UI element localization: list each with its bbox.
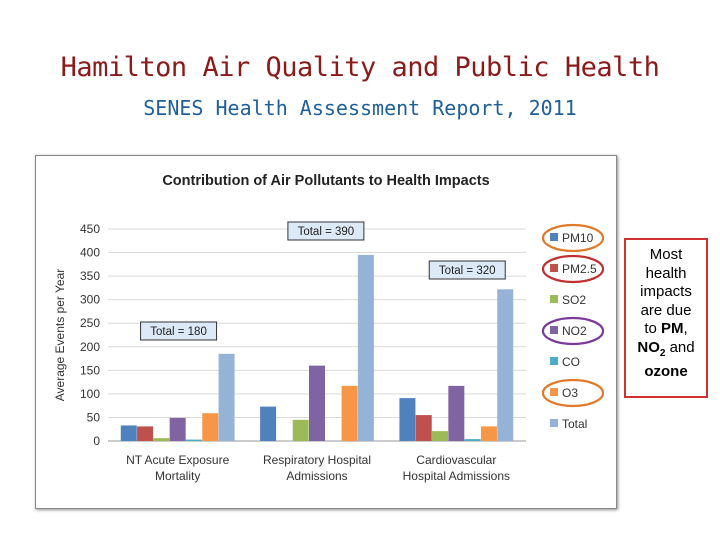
x-tick-label: Respiratory Hospital bbox=[263, 453, 371, 467]
y-tick-label: 150 bbox=[80, 363, 100, 377]
chart-frame: Contribution of Air Pollutants to Health… bbox=[35, 155, 617, 509]
bar-o3 bbox=[202, 413, 219, 441]
legend-label: Total bbox=[562, 417, 587, 431]
legend-label: O3 bbox=[562, 386, 578, 400]
bar-no2 bbox=[448, 385, 465, 441]
x-tick-label: NT Acute Exposure bbox=[126, 453, 229, 467]
total-annotation: Total = 320 bbox=[439, 265, 496, 277]
note-line: NO2 and bbox=[626, 339, 706, 364]
y-tick-label: 0 bbox=[93, 434, 100, 448]
bar-pm25 bbox=[415, 415, 432, 441]
bar-so2 bbox=[292, 419, 309, 441]
note-subscript: 2 bbox=[659, 347, 666, 359]
bar-total bbox=[497, 289, 514, 441]
total-annotation-box bbox=[140, 321, 218, 341]
legend-highlight-ellipse bbox=[541, 254, 605, 284]
y-tick-label: 200 bbox=[80, 340, 100, 354]
x-tick-label: Mortality bbox=[155, 469, 200, 483]
bar-pm10 bbox=[260, 406, 277, 441]
note-line: impacts bbox=[640, 283, 692, 300]
legend-highlight-ellipse bbox=[541, 378, 605, 408]
bar-co bbox=[464, 439, 481, 441]
y-tick-label: 100 bbox=[80, 387, 100, 401]
bar-total bbox=[218, 353, 235, 441]
y-tick-label: 400 bbox=[80, 246, 100, 260]
y-axis-label: Average Events per Year bbox=[53, 269, 67, 402]
bar-no2 bbox=[309, 365, 325, 441]
bar-so2 bbox=[153, 438, 170, 441]
note-line: to PM, bbox=[626, 320, 706, 339]
legend-highlight-ellipse bbox=[541, 223, 605, 253]
y-tick-label: 450 bbox=[80, 222, 100, 236]
bar-co bbox=[185, 439, 202, 441]
bar-pm10 bbox=[399, 398, 416, 441]
legend-swatch bbox=[550, 357, 558, 365]
x-tick-label: Hospital Admissions bbox=[403, 469, 510, 483]
x-tick-label: Admissions bbox=[286, 469, 347, 483]
legend-swatch bbox=[550, 264, 558, 272]
legend-label: PM2.5 bbox=[562, 262, 597, 276]
bar-total bbox=[357, 254, 374, 441]
legend-swatch bbox=[550, 419, 558, 427]
y-tick-label: 350 bbox=[80, 269, 100, 283]
legend-highlight-ellipse bbox=[541, 316, 605, 346]
bar-no2 bbox=[169, 417, 186, 441]
total-annotation: Total = 390 bbox=[298, 226, 355, 238]
bar-pm10 bbox=[120, 425, 137, 441]
note-emphasis-pm: PM bbox=[661, 320, 684, 337]
total-annotation: Total = 180 bbox=[150, 326, 207, 338]
x-tick-label: Cardiovascular bbox=[416, 453, 496, 467]
chart-title: Contribution of Air Pollutants to Health… bbox=[162, 173, 489, 189]
legend-label: CO bbox=[562, 355, 580, 369]
note-line: health bbox=[645, 264, 687, 282]
note-line: ozone bbox=[626, 363, 706, 382]
legend-swatch bbox=[550, 326, 558, 334]
legend-swatch bbox=[550, 295, 558, 303]
note-emphasis-no2: NO bbox=[637, 338, 660, 356]
slide-title: Hamilton Air Quality and Public Health bbox=[60, 52, 660, 83]
y-tick-label: 250 bbox=[80, 316, 100, 330]
note-text: to bbox=[644, 320, 661, 337]
bar-pm25 bbox=[137, 426, 154, 441]
slide-subtitle: SENES Health Assessment Report, 2011 bbox=[143, 96, 577, 120]
y-tick-label: 50 bbox=[87, 410, 101, 424]
bar-o3 bbox=[480, 426, 497, 441]
y-tick-label: 300 bbox=[80, 293, 100, 307]
note-text: and bbox=[665, 338, 695, 356]
legend-label: NO2 bbox=[562, 324, 587, 338]
chart-svg: Contribution of Air Pollutants to Health… bbox=[53, 173, 605, 483]
legend-label: PM10 bbox=[562, 231, 594, 245]
bar-o3 bbox=[341, 385, 358, 441]
legend-label: SO2 bbox=[562, 293, 586, 307]
note-line: are due bbox=[640, 301, 692, 319]
total-annotation-box bbox=[428, 260, 506, 280]
note-text: , bbox=[683, 320, 688, 337]
bar-so2 bbox=[432, 431, 449, 441]
note-emphasis-ozone: ozone bbox=[644, 363, 688, 380]
legend-swatch bbox=[550, 233, 558, 241]
legend-swatch bbox=[550, 388, 558, 396]
note-line: Most bbox=[649, 246, 683, 263]
total-annotation-box bbox=[287, 221, 365, 241]
summary-note: Most health impacts are due to PM, NO2 a… bbox=[624, 238, 708, 398]
